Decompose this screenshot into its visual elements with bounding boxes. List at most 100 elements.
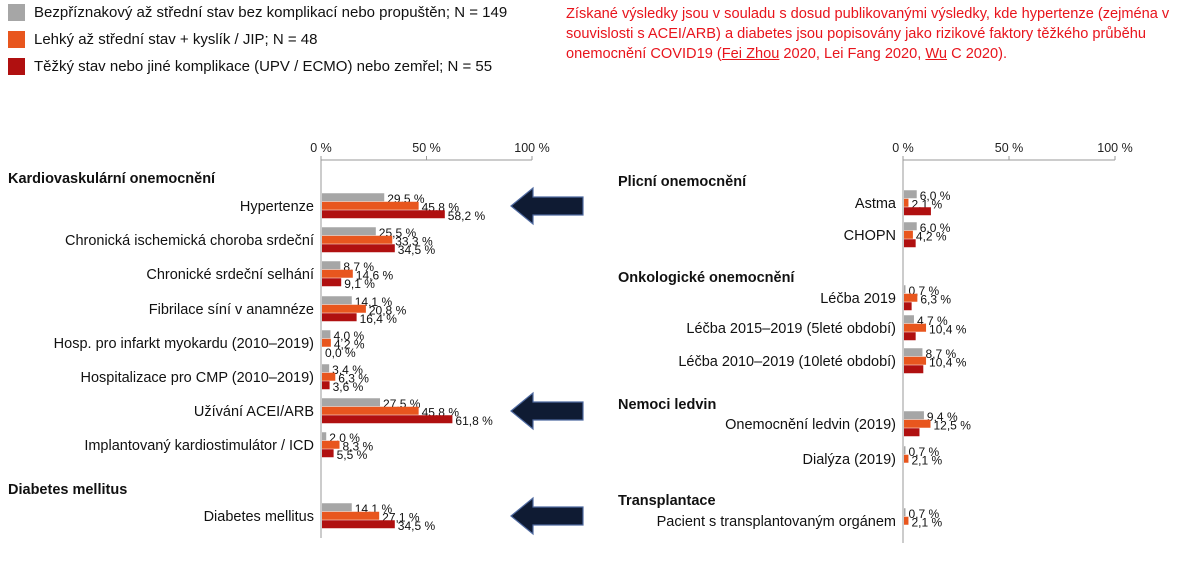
bar-red (322, 381, 330, 390)
category-label: Dialýza (2019) (803, 452, 897, 468)
category-label: CHOPN (844, 228, 896, 244)
bar-gray (322, 261, 341, 270)
bar-orange (322, 440, 340, 449)
left-arrow-icon (510, 391, 584, 431)
note-reference-link: Wu (925, 46, 948, 62)
section-heading: Diabetes mellitus (8, 482, 127, 498)
data-label: 10,4 % (929, 355, 967, 369)
bar-orange (322, 201, 419, 210)
category-label: Hosp. pro infarkt myokardu (2010–2019) (54, 336, 314, 352)
data-label: 0,7 % (908, 445, 939, 459)
category-label: Chronické srdeční selhání (146, 267, 314, 283)
bar-red (322, 210, 445, 219)
category-label: Hospitalizace pro CMP (2010–2019) (81, 370, 314, 386)
bar-orange (904, 198, 909, 207)
data-label: 12,5 % (934, 418, 972, 432)
bar-red (322, 278, 342, 287)
bar-orange (904, 419, 931, 428)
data-label: 14,6 % (356, 268, 394, 282)
bar-orange (904, 356, 927, 365)
section-heading: Plicní onemocnění (618, 174, 747, 190)
bar-red (904, 332, 916, 341)
bar-gray (904, 508, 906, 517)
category-label: Pacient s transplantovaným orgánem (657, 514, 896, 530)
bar-gray (904, 190, 917, 199)
bar-orange (904, 454, 909, 463)
data-label: 4,0 % (333, 329, 364, 343)
bar-orange (904, 293, 918, 302)
bar-orange (904, 323, 927, 332)
bar-orange (322, 372, 336, 381)
legend-label: Bezpříznakový až střední stav bez kompli… (34, 4, 508, 21)
bar-orange (322, 304, 366, 313)
bar-gray (322, 398, 381, 407)
x-tick-label: 0 % (892, 141, 914, 155)
data-label: 34,5 % (398, 519, 436, 533)
legend-label: Lehký až střední stav + kyslík / JIP; N … (34, 31, 318, 48)
bar-red (904, 302, 912, 311)
section-heading: Kardiovaskulární onemocnění (8, 171, 216, 187)
bar-gray (322, 432, 327, 441)
data-label: 3,6 % (333, 380, 364, 394)
bar-gray (904, 446, 906, 455)
section-heading: Onkologické onemocnění (618, 270, 795, 286)
legend-swatch-orange (8, 31, 25, 48)
bar-red (904, 239, 916, 248)
x-tick-label: 0 % (310, 141, 332, 155)
bar-red (904, 365, 924, 374)
bar-red (904, 207, 931, 216)
bar-red (322, 415, 453, 424)
data-label: 2,1 % (911, 453, 942, 467)
category-label: Astma (855, 196, 897, 212)
bar-orange (322, 338, 331, 347)
note-text: C 2020). (947, 46, 1008, 62)
bar-red (322, 449, 334, 458)
category-label: Léčba 2010–2019 (10leté období) (678, 354, 896, 370)
section-heading: Transplantace (618, 493, 716, 509)
data-label: 3,4 % (332, 363, 363, 377)
bar-orange (904, 516, 909, 525)
bar-orange (322, 511, 380, 520)
data-label: 8,3 % (343, 439, 374, 453)
category-label: Diabetes mellitus (204, 509, 314, 525)
data-label: 9,4 % (927, 410, 958, 424)
data-label: 10,4 % (929, 322, 967, 336)
bar-gray (322, 193, 385, 202)
data-label: 5,5 % (337, 448, 368, 462)
data-label: 58,2 % (448, 209, 486, 223)
data-label: 0,7 % (908, 507, 939, 521)
legend-item-mild: Bezpříznakový až střední stav bez kompli… (8, 4, 507, 21)
x-tick-label: 50 % (995, 141, 1024, 155)
bar-gray (322, 364, 330, 373)
note-text: Získané výsledky jsou v souladu s dosud … (566, 6, 1170, 62)
category-label: Fibrilace síní v anamnéze (149, 302, 314, 318)
data-label: 9,1 % (344, 277, 375, 291)
data-label: 20,8 % (369, 303, 407, 317)
legend-label: Těžký stav nebo jiné komplikace (UPV / E… (34, 58, 493, 75)
x-tick-label: 50 % (412, 141, 441, 155)
x-tick-label: 100 % (514, 141, 549, 155)
bar-orange (322, 269, 353, 278)
legend-swatch-gray (8, 4, 25, 21)
bar-gray (322, 503, 352, 512)
bar-gray (904, 411, 924, 420)
note-reference-link: Fei Zhou (721, 46, 780, 62)
bar-red (322, 520, 395, 529)
data-label: 8,7 % (925, 347, 956, 361)
bar-gray (322, 227, 376, 236)
category-label: Hypertenze (240, 199, 314, 215)
legend-item-moderate: Lehký až střední stav + kyslík / JIP; N … (8, 31, 317, 48)
annotation-note: Získané výsledky jsou v souladu s dosud … (566, 4, 1178, 64)
bar-orange (322, 235, 393, 244)
section-heading: Nemoci ledvin (618, 397, 716, 413)
data-label: 6,3 % (920, 292, 951, 306)
data-label: 34,5 % (398, 243, 436, 257)
legend-item-severe: Těžký stav nebo jiné komplikace (UPV / E… (8, 58, 492, 75)
data-label: 6,0 % (920, 221, 951, 235)
data-label: 6,3 % (338, 371, 369, 385)
legend-swatch-red (8, 58, 25, 75)
category-label: Léčba 2019 (820, 291, 896, 307)
note-text: 2020, Lei Fang 2020, (779, 46, 926, 62)
bar-gray (904, 315, 914, 324)
